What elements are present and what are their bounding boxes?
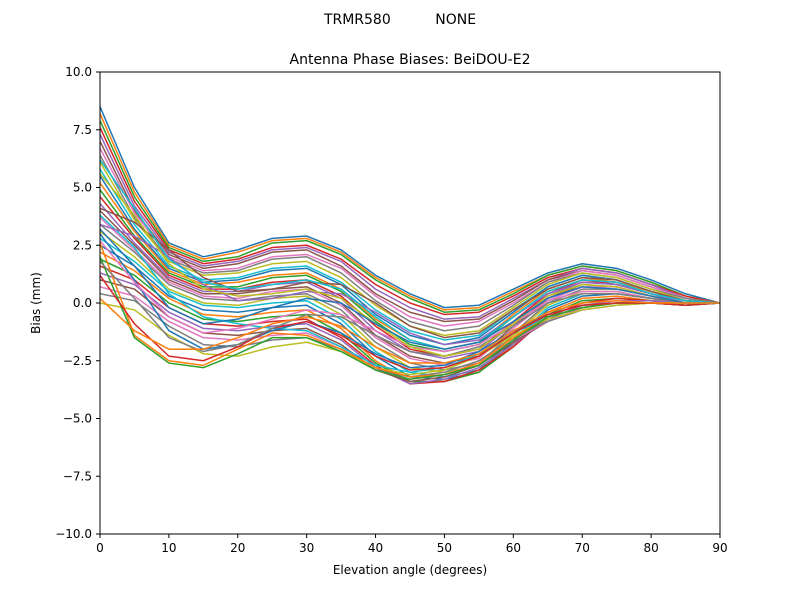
- x-tick-label: 50: [437, 541, 452, 555]
- x-tick-label: 90: [712, 541, 727, 555]
- series-line-42: [100, 297, 720, 364]
- y-tick-label: 5.0: [73, 181, 92, 195]
- x-tick-label: 80: [643, 541, 658, 555]
- series-line-35: [100, 223, 720, 346]
- series-line-7: [100, 147, 720, 327]
- x-axis: 0 10 20 30 40 50 60 70 80 90: [96, 534, 728, 555]
- x-axis-label: Elevation angle (degrees): [333, 563, 487, 577]
- series-line-5: [100, 134, 720, 320]
- figure-suptitle: TRMR580 NONE: [323, 12, 476, 28]
- y-tick-label: −7.5: [63, 469, 92, 483]
- series-layer: [100, 106, 720, 385]
- series-line-36: [100, 207, 720, 339]
- y-tick-label: −2.5: [63, 354, 92, 368]
- series-line-41: [100, 228, 720, 350]
- x-tick-label: 0: [96, 541, 104, 555]
- y-axis-label: Bias (mm): [29, 272, 43, 334]
- chart-title: Antenna Phase Biases: BeiDOU-E2: [290, 52, 531, 68]
- y-tick-label: 7.5: [73, 123, 92, 137]
- x-tick-label: 30: [299, 541, 314, 555]
- series-line-40: [100, 159, 720, 350]
- y-tick-label: 0.0: [73, 296, 92, 310]
- x-tick-label: 70: [575, 541, 590, 555]
- series-line-39: [100, 173, 720, 357]
- x-tick-label: 20: [230, 541, 245, 555]
- series-line-34: [100, 274, 720, 371]
- y-tick-label: −10.0: [55, 527, 92, 541]
- y-axis: −10.0 −7.5 −5.0 −2.5 0.0 2.5 5.0 7.5 10.0: [55, 65, 100, 541]
- series-line-29: [100, 302, 720, 376]
- y-tick-label: −5.0: [63, 412, 92, 426]
- y-tick-label: 2.5: [73, 238, 92, 252]
- series-line-1: [100, 106, 720, 309]
- x-tick-label: 60: [506, 541, 521, 555]
- series-line-38: [100, 260, 720, 357]
- x-tick-label: 10: [161, 541, 176, 555]
- x-tick-label: 40: [368, 541, 383, 555]
- series-line-3: [100, 120, 720, 313]
- y-tick-label: 10.0: [65, 65, 92, 79]
